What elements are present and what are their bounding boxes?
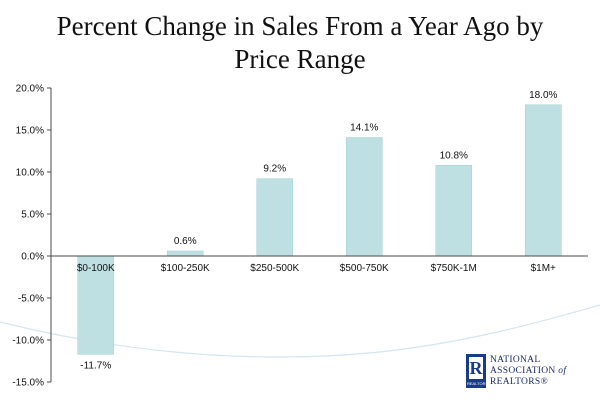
y-tick-label: 15.0% [16,126,44,137]
chart-title-line2: Price Range [234,44,366,74]
y-tick-label: -15.0% [12,378,44,389]
x-tick-label: $0-100K [77,263,115,274]
data-label: 0.6% [174,236,197,247]
y-tick-label: 0.0% [21,252,44,263]
chart-title-line1: Percent Change in Sales From a Year Ago … [56,11,544,41]
data-label: 9.2% [263,164,286,175]
x-tick-label: $750K-1M [431,263,477,274]
logo-line-1: NATIONAL [490,355,541,365]
x-tick-label: $500-750K [340,263,389,274]
y-tick-label: 5.0% [21,210,44,221]
data-label: 18.0% [529,90,557,101]
x-tick-label: $1M+ [531,263,556,274]
x-tick-label: $250-500K [250,263,299,274]
realtor-r-mark: R REALTOR [466,354,486,388]
bar [166,250,204,257]
data-label: 10.8% [440,150,468,161]
logo-line-3: REALTORS® [490,377,548,387]
bar [524,104,562,257]
y-tick-label: -5.0% [18,294,44,305]
data-label: -11.7% [80,360,111,371]
y-axis-ticks: 20.0% 15.0% 10.0% 5.0% 0.0% -5.0% -10.0% -15.0% [12,84,51,389]
bar [435,164,473,257]
data-label: 14.1% [350,123,378,134]
x-tick-label: $100-250K [161,263,210,274]
realtor-r-letter: R [469,357,483,379]
nar-logo: R REALTOR NATIONAL ASSOCIATION of REALTO… [466,354,600,394]
bars [77,104,562,355]
logo-line-2: ASSOCIATION of [490,366,566,377]
chart-title: Percent Change in Sales From a Year Ago … [0,10,600,76]
logo-line-2-suffix: of [558,366,567,376]
y-tick-label: 20.0% [16,84,44,95]
x-axis-labels: $0-100K $100-250K $250-500K $500-750K $750K-… [77,263,556,274]
logo-line-2-text: ASSOCIATION [490,366,556,376]
y-tick-label: 10.0% [16,168,44,179]
nar-logo-text: NATIONAL ASSOCIATION of REALTORS® [490,355,566,388]
bar [345,137,383,257]
data-labels: -11.7% 0.6% 9.2% 14.1% 10.8% 18.0% [80,90,557,371]
y-tick-label: -10.0% [12,336,44,347]
bar [256,178,294,257]
realtor-r-caption: REALTOR [467,381,486,386]
bar [77,255,115,355]
